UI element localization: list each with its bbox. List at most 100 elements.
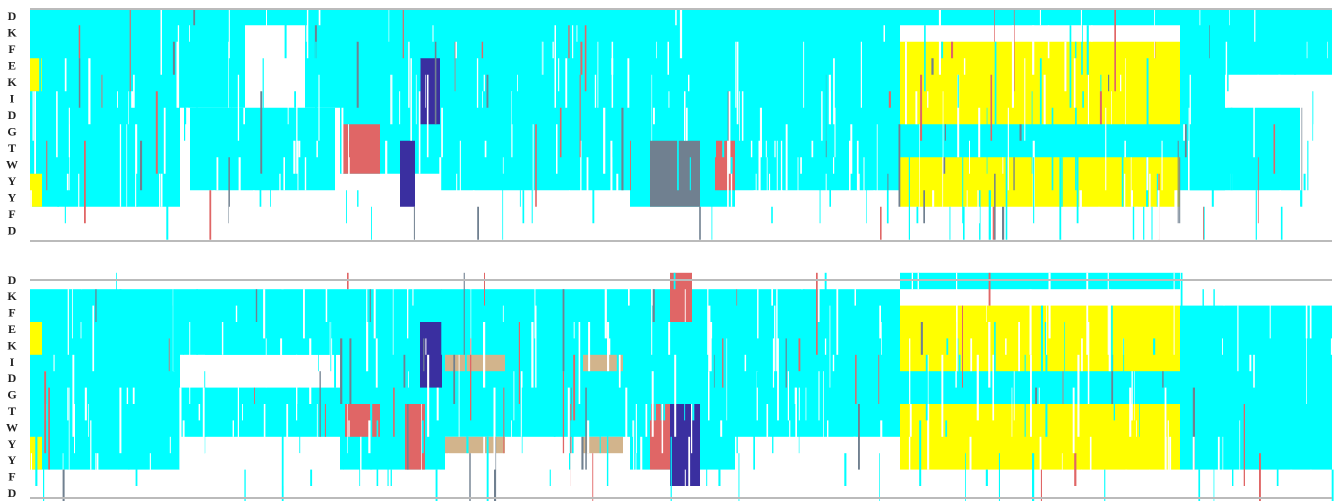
row-label: E bbox=[8, 322, 16, 336]
residue-stripe bbox=[1077, 355, 1079, 437]
residue-stripe bbox=[879, 453, 880, 501]
residue-stripe bbox=[889, 91, 891, 108]
residue-stripe bbox=[196, 289, 198, 355]
residue-stripe bbox=[423, 338, 424, 371]
residue-stripe bbox=[217, 157, 219, 190]
residue-stripe bbox=[1070, 25, 1072, 108]
residue-stripe bbox=[640, 437, 642, 501]
residue-stripe bbox=[205, 388, 207, 437]
residue-stripe bbox=[1030, 289, 1032, 355]
residue-stripe bbox=[477, 58, 478, 108]
residue-stripe bbox=[788, 371, 789, 420]
residue-stripe bbox=[1154, 9, 1155, 59]
residue-stripe bbox=[184, 75, 185, 141]
residue-stripe bbox=[943, 91, 944, 174]
row-label: K bbox=[7, 338, 17, 352]
residue-stripe bbox=[66, 470, 68, 501]
row-label: I bbox=[10, 91, 15, 105]
residue-stripe bbox=[970, 338, 972, 371]
residue-stripe bbox=[605, 289, 607, 338]
residue-stripe bbox=[1332, 207, 1334, 224]
residue-stripe bbox=[57, 190, 59, 207]
residue-stripe bbox=[514, 371, 515, 420]
residue-stripe bbox=[1181, 273, 1183, 355]
residue-stripe bbox=[692, 25, 693, 58]
residue-stripe bbox=[816, 273, 818, 355]
residue-stripe bbox=[456, 174, 457, 207]
residue-stripe bbox=[467, 289, 469, 338]
residue-stripe bbox=[1111, 91, 1112, 124]
residue-stripe bbox=[1256, 190, 1257, 240]
residue-stripe bbox=[357, 190, 358, 207]
residue-stripe bbox=[1274, 124, 1276, 174]
residue-stripe bbox=[183, 338, 184, 354]
residue-stripe bbox=[318, 338, 319, 371]
residue-stripe bbox=[600, 388, 601, 454]
residue-stripe bbox=[143, 25, 145, 91]
residue-stripe bbox=[1124, 141, 1126, 158]
residue-stripe bbox=[173, 289, 175, 371]
residue-stripe bbox=[1152, 207, 1153, 240]
residue-stripe bbox=[1134, 371, 1135, 420]
row-label: D bbox=[8, 223, 17, 237]
residue-stripe bbox=[196, 25, 198, 108]
residue-stripe bbox=[767, 157, 768, 240]
residue-stripe bbox=[1275, 207, 1277, 240]
residue-stripe bbox=[453, 355, 455, 404]
residue-stripe bbox=[388, 453, 389, 486]
residue-stripe bbox=[691, 404, 692, 453]
residue-stripe bbox=[941, 42, 943, 59]
residue-stripe bbox=[183, 420, 185, 486]
residue-stripe bbox=[617, 338, 619, 404]
residue-stripe bbox=[1253, 91, 1255, 157]
residue-stripe bbox=[84, 141, 86, 224]
residue-stripe bbox=[95, 289, 96, 322]
residue-stripe bbox=[1223, 437, 1224, 501]
residue-stripe bbox=[690, 157, 691, 190]
residue-stripe bbox=[317, 404, 318, 453]
residue-stripe bbox=[78, 174, 79, 240]
residue-stripe bbox=[685, 289, 686, 322]
residue-stripe bbox=[266, 338, 267, 387]
residue-stripe bbox=[1123, 338, 1124, 371]
residue-stripe bbox=[927, 91, 928, 108]
row-label: Y bbox=[8, 174, 17, 188]
residue-stripe bbox=[684, 91, 686, 141]
residue-stripe bbox=[151, 338, 153, 404]
residue-stripe bbox=[771, 207, 773, 224]
residue-stripe bbox=[814, 306, 815, 355]
residue-stripe bbox=[553, 42, 554, 59]
residue-block bbox=[345, 404, 380, 437]
residue-stripe bbox=[136, 174, 138, 207]
residue-stripe bbox=[1120, 75, 1121, 92]
residue-stripe bbox=[374, 273, 376, 339]
residue-stripe bbox=[563, 289, 565, 371]
row-label: F bbox=[8, 306, 15, 320]
residue-stripe bbox=[385, 322, 387, 355]
residue-stripe bbox=[612, 157, 613, 223]
residue-stripe bbox=[737, 42, 739, 125]
residue-stripe bbox=[1063, 371, 1064, 404]
residue-stripe bbox=[520, 190, 521, 207]
residue-stripe bbox=[1149, 174, 1150, 240]
residue-stripe bbox=[855, 289, 857, 305]
residue-stripe bbox=[1169, 437, 1171, 501]
residue-stripe bbox=[619, 355, 621, 388]
residue-stripe bbox=[542, 42, 543, 108]
residue-stripe bbox=[81, 322, 82, 338]
residue-stripe bbox=[342, 108, 344, 174]
residue-stripe bbox=[727, 338, 728, 420]
residue-stripe bbox=[502, 174, 503, 240]
residue-stripe bbox=[1304, 174, 1306, 191]
residue-stripe bbox=[564, 207, 566, 240]
residue-stripe bbox=[598, 42, 599, 108]
residue-stripe bbox=[48, 388, 50, 470]
residue-stripe bbox=[558, 108, 559, 125]
residue-stripe bbox=[377, 42, 379, 75]
residue-stripe bbox=[1081, 470, 1082, 486]
residue-stripe bbox=[370, 289, 371, 322]
residue-stripe bbox=[651, 306, 652, 355]
residue-stripe bbox=[441, 289, 442, 355]
residue-stripe bbox=[766, 141, 767, 158]
residue-stripe bbox=[243, 108, 245, 125]
